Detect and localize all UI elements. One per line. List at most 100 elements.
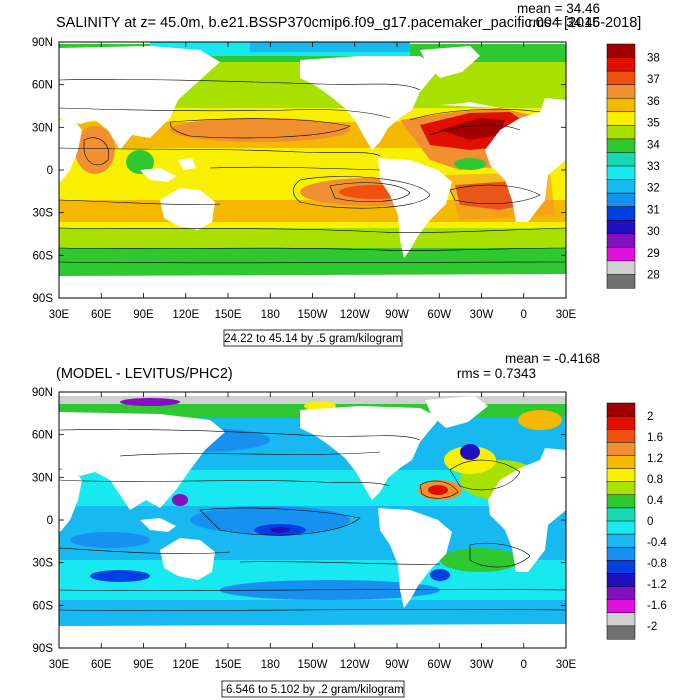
x-tick-label: 150E [215, 309, 242, 321]
colorbar-label: 2 [647, 411, 653, 423]
colorbar-swatch [606, 192, 636, 208]
colorbar-swatch [606, 138, 636, 153]
colorbar-swatch [606, 233, 636, 248]
colorbar-swatch [606, 520, 636, 535]
panel1-map [59, 42, 566, 298]
x-tick-label: 30E [49, 309, 70, 321]
colorbar-swatch [606, 260, 636, 275]
panel2-axes: 30E 60E 90E 120E 150E 180 150W 120W 90W 60W 30W 0 30… [32, 387, 577, 671]
y-tick-label: 60S [33, 600, 54, 612]
y-tick-label: 90N [32, 37, 53, 49]
y-tick-label: 0 [47, 515, 53, 527]
y-tick-label: 60S [33, 250, 54, 262]
colorbar-swatch [606, 219, 636, 235]
colorbar-label: -2 [647, 621, 657, 633]
y-tick-label: 60N [32, 430, 53, 442]
panel2-title: (MODEL - LEVITUS/PHC2) [56, 366, 233, 382]
colorbar-swatch [606, 599, 636, 614]
colorbar-swatch [606, 402, 636, 417]
colorbar-swatch [606, 428, 636, 443]
colorbar-swatch [606, 43, 636, 59]
colorbar-swatch [606, 533, 636, 548]
panel1-caption: 24.22 to 45.14 by .5 gram/kilogram [224, 333, 402, 345]
colorbar-label: 1.2 [647, 453, 663, 465]
x-tick-label: 90W [385, 659, 409, 671]
panel-difference: (MODEL - LEVITUS/PHC2) mean = -0.4168 rm… [32, 351, 667, 698]
colorbar-swatch [606, 274, 636, 289]
colorbar-label: 33 [647, 161, 660, 173]
panel1-title: SALINITY at z= 45.0m, b.e21.BSSP370cmip6… [56, 15, 641, 31]
panel2-caption: -6.546 to 5.102 by .2 gram/kilogram [222, 684, 404, 696]
x-tick-label: 30E [556, 659, 577, 671]
colorbar-swatch [606, 125, 636, 140]
colorbar-swatch [606, 152, 636, 167]
colorbar-label: 38 [647, 53, 660, 65]
colorbar-swatch [606, 560, 636, 574]
x-tick-label: 30E [49, 659, 70, 671]
panel1-caption-box [223, 329, 403, 347]
y-tick-label: 60N [32, 80, 53, 92]
x-tick-label: 180 [261, 309, 280, 321]
colorbar-label: 0 [647, 516, 653, 528]
colorbar-label: 31 [647, 204, 660, 216]
panel-salinity: SALINITY at z= 45.0m, b.e21.BSSP370cmip6… [32, 1, 660, 347]
colorbar-label: 36 [647, 96, 660, 108]
panel2-mean: mean = -0.4168 [505, 351, 600, 366]
x-tick-label: 150E [215, 659, 242, 671]
x-tick-label: 90E [133, 659, 154, 671]
panel2-map [59, 392, 566, 648]
x-tick-label: 30E [556, 309, 577, 321]
colorbar-swatch [606, 111, 636, 126]
panel2-colorbar: 2 1.6 1.2 0.8 0.4 0 -0.4 -0.8 -1.2 -1.6 -2 [606, 402, 667, 640]
y-tick-label: 90N [32, 387, 53, 399]
y-tick-label: 30N [32, 122, 53, 134]
x-tick-label: 180 [261, 659, 280, 671]
colorbar-swatch [606, 494, 636, 509]
colorbar-swatch [606, 612, 636, 627]
colorbar-swatch [606, 57, 636, 72]
colorbar-swatch [606, 442, 636, 456]
colorbar-label: -1.2 [647, 579, 667, 591]
colorbar-label: 1.6 [647, 432, 663, 444]
colorbar-swatch [606, 455, 636, 470]
x-tick-label: 150W [297, 309, 327, 321]
x-tick-label: 60E [91, 309, 112, 321]
y-tick-label: 30S [33, 558, 54, 570]
colorbar-swatch [606, 179, 636, 194]
colorbar-label: 37 [647, 74, 660, 86]
x-tick-label: 120W [340, 659, 370, 671]
x-tick-label: 0 [521, 309, 527, 321]
colorbar-label: -0.4 [647, 537, 667, 549]
colorbar-swatch [606, 546, 636, 561]
y-tick-label: 30N [32, 472, 53, 484]
x-tick-label: 0 [521, 659, 527, 671]
y-tick-label: 90S [33, 643, 54, 655]
colorbar-label: -0.8 [647, 558, 667, 570]
colorbar-label: 32 [647, 183, 660, 195]
x-tick-label: 120W [340, 309, 370, 321]
colorbar-swatch [606, 586, 636, 601]
colorbar-swatch [606, 84, 636, 99]
colorbar-swatch [606, 70, 636, 86]
x-tick-label: 150W [297, 659, 327, 671]
colorbar-swatch [606, 573, 636, 588]
panel1-colorbar: 38 37 36 35 34 33 32 31 30 29 28 [606, 43, 660, 289]
x-tick-label: 60W [427, 309, 451, 321]
x-tick-label: 60E [91, 659, 112, 671]
x-tick-label: 30W [470, 659, 494, 671]
colorbar-swatch [606, 165, 636, 181]
x-tick-label: 120E [172, 309, 199, 321]
colorbar-swatch [606, 468, 636, 483]
colorbar-swatch [606, 206, 636, 221]
x-tick-label: 30W [470, 309, 494, 321]
x-tick-label: 90W [385, 309, 409, 321]
colorbar-swatch [606, 97, 636, 113]
colorbar-label: -1.6 [647, 600, 667, 612]
x-tick-label: 90E [133, 309, 154, 321]
colorbar-swatch [606, 625, 636, 640]
colorbar-label: 0.8 [647, 474, 663, 486]
colorbar-label: 30 [647, 226, 660, 238]
colorbar-label: 35 [647, 118, 660, 130]
colorbar-swatch [606, 415, 636, 430]
